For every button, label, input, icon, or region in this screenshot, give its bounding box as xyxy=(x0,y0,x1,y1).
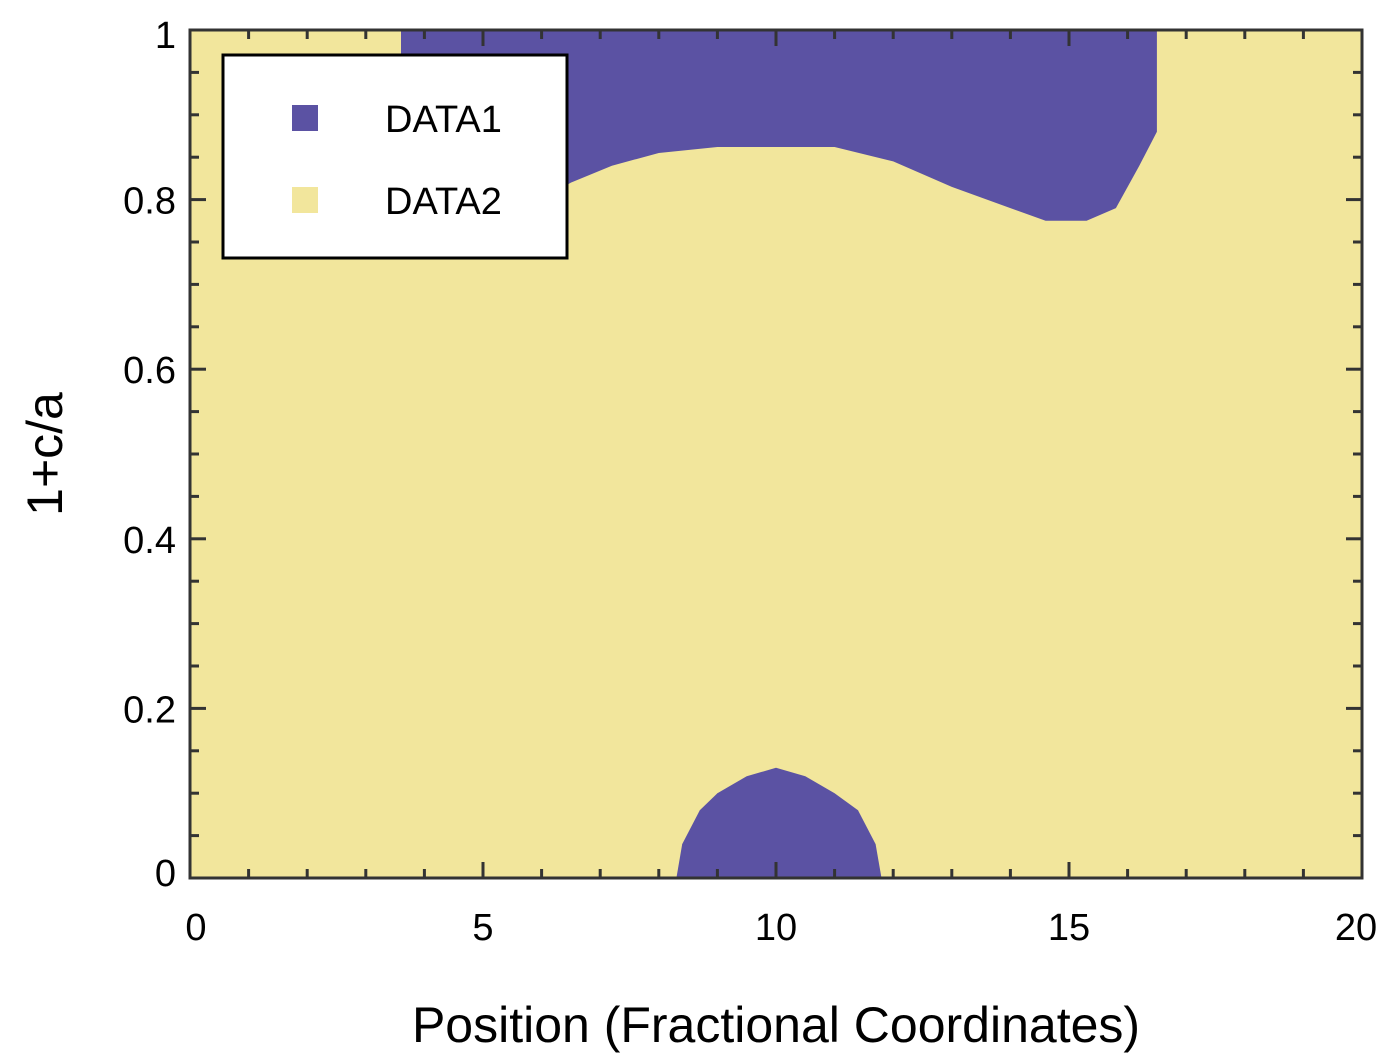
y-tick-label: 0.8 xyxy=(123,181,176,223)
y-axis-title: 1+c/a xyxy=(17,392,73,516)
legend-box xyxy=(221,53,569,260)
y-tick-labels: 0 0.2 0.4 0.6 0.8 1 xyxy=(123,15,176,895)
x-tick-label: 15 xyxy=(1048,907,1090,949)
legend-label-data2: DATA2 xyxy=(385,181,502,223)
data-regions xyxy=(401,30,1157,878)
x-tick-labels: 0 5 10 15 20 xyxy=(185,907,1377,949)
y-tick-label: 0.2 xyxy=(123,689,176,731)
y-tick-label: 0.6 xyxy=(123,350,176,392)
axis-ticks xyxy=(188,28,1364,880)
legend: DATA1 DATA2 xyxy=(221,53,569,260)
x-tick-label: 10 xyxy=(755,907,797,949)
legend-swatch-data2 xyxy=(292,187,318,213)
x-tick-label: 20 xyxy=(1335,907,1377,949)
x-axis-title: Position (Fractional Coordinates) xyxy=(412,997,1140,1053)
legend-label-data1: DATA1 xyxy=(385,99,502,141)
y-tick-label: 0 xyxy=(155,853,176,895)
y-tick-label: 1 xyxy=(155,15,176,57)
region-data1-1 xyxy=(676,767,882,878)
x-tick-label: 5 xyxy=(472,907,493,949)
legend-swatch-data1 xyxy=(292,105,318,131)
x-tick-label: 0 xyxy=(185,907,206,949)
y-tick-label: 0.4 xyxy=(123,520,176,562)
region-data1-0 xyxy=(401,30,1157,221)
